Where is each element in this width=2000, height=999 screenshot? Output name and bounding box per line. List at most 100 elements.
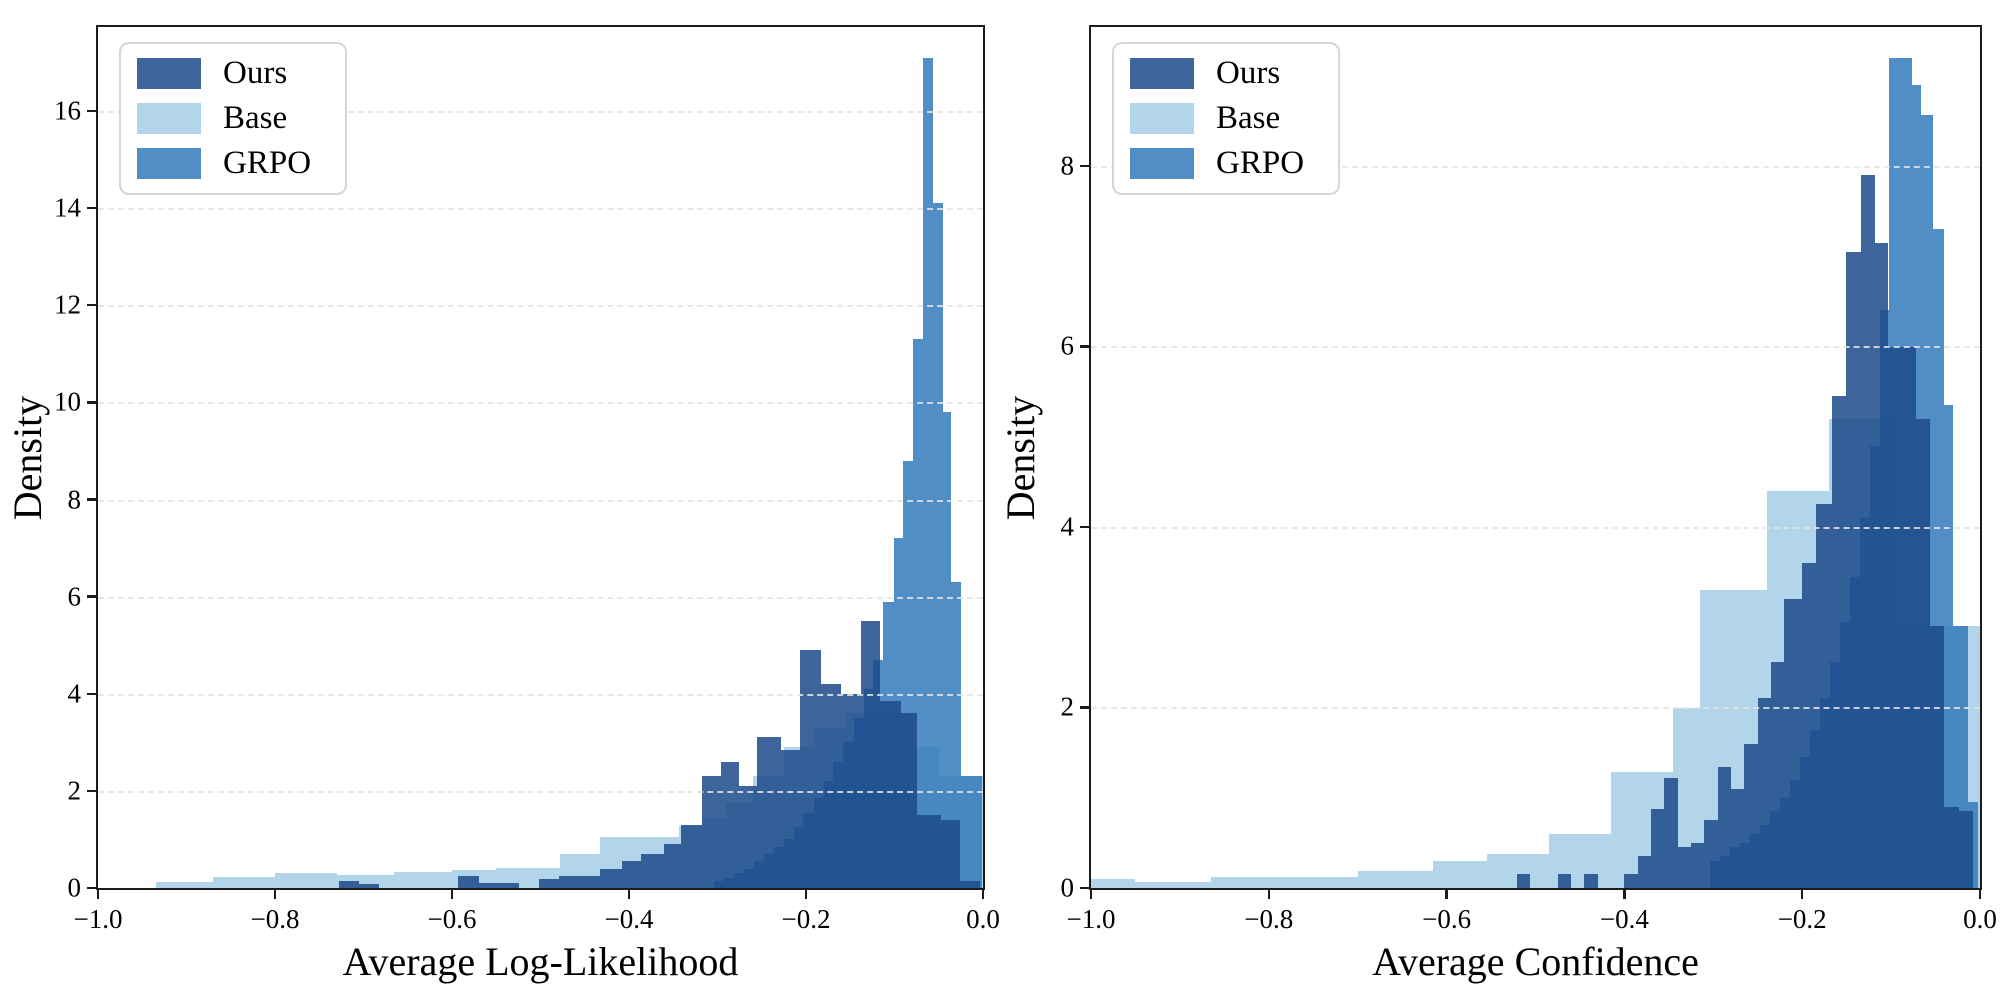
- y-tick-mark: [86, 498, 96, 501]
- histogram-bar-ours: [359, 884, 380, 888]
- axes-confidence: Density Average Confidence 0 2 4 6 8 −1.0 −0.8…: [998, 25, 1997, 982]
- histogram-bar-ours: [701, 776, 722, 888]
- histogram-bar-grpo: [903, 460, 914, 888]
- histogram-bar-ours: [621, 861, 642, 888]
- y-tick-label: 4: [67, 678, 82, 709]
- histogram-bar-base: [275, 873, 337, 888]
- histogram-bar-ours: [599, 868, 622, 888]
- histogram-bar-ours: [781, 749, 800, 888]
- legend-swatch-grpo: [1130, 148, 1194, 179]
- x-tick-label: −0.8: [250, 904, 300, 934]
- y-axis-label: Density: [998, 395, 1043, 520]
- legend-label: Ours: [223, 55, 288, 91]
- histogram-bar-ours: [799, 650, 822, 888]
- histogram-bar-ours: [880, 701, 901, 888]
- histogram-bar-ours: [1831, 396, 1846, 888]
- gridline: [98, 402, 983, 405]
- histogram-bar-grpo: [933, 203, 944, 888]
- histogram-bar-ours: [1845, 251, 1861, 888]
- histogram-bar-ours: [1958, 811, 1973, 888]
- histogram-bar-ours: [681, 824, 702, 888]
- histogram-bar-ours: [1771, 662, 1785, 888]
- histogram-bar-ours: [478, 883, 499, 888]
- histogram-bar-grpo: [1967, 802, 1979, 888]
- histogram-bar-base: [1091, 878, 1136, 888]
- y-tick-mark: [86, 692, 96, 695]
- gridline: [98, 111, 983, 113]
- x-tick-label: 0.0: [1963, 904, 1997, 934]
- legend-item-ours: Ours: [1130, 57, 1304, 90]
- gridline: [98, 693, 983, 696]
- y-tick-mark: [86, 304, 96, 307]
- x-tick-mark: [1801, 890, 1804, 900]
- y-tick-label: 6: [1060, 330, 1075, 361]
- histogram-bar-ours: [663, 844, 682, 888]
- histogram-bar-ours: [1624, 874, 1638, 888]
- y-tick-mark: [86, 595, 96, 598]
- y-tick-label: 12: [54, 289, 81, 320]
- histogram-bar-ours: [1784, 599, 1803, 888]
- y-tick-mark: [1079, 164, 1089, 168]
- legend-swatch-grpo: [137, 148, 201, 179]
- y-tick-label: 2: [1060, 691, 1075, 722]
- histogram-bar-grpo: [960, 776, 974, 888]
- y-tick-mark: [86, 109, 96, 113]
- histogram-bar-base: [155, 881, 214, 888]
- histogram-bar-ours: [338, 880, 360, 888]
- legend-item-ours: Ours: [137, 57, 311, 90]
- histogram-bar-ours: [1516, 874, 1531, 888]
- histogram-bar-ours: [1757, 698, 1772, 888]
- series-ours: [98, 27, 983, 888]
- x-tick-label: −0.4: [604, 904, 654, 934]
- legend-label: Base: [1216, 100, 1281, 136]
- y-tick-mark: [86, 789, 96, 793]
- series-ours: [1091, 27, 1980, 888]
- x-tick-label: −0.4: [1599, 904, 1649, 934]
- histogram-bar-ours: [1651, 809, 1665, 888]
- histogram-bar-ours: [959, 880, 981, 888]
- histogram-bar-ours: [1584, 874, 1598, 888]
- histogram-bar-base: [1357, 870, 1434, 888]
- y-tick-label: 0: [1060, 872, 1075, 903]
- x-tick-mark: [981, 890, 985, 900]
- legend-swatch-ours: [1130, 58, 1194, 89]
- histogram-bar-ours: [1677, 847, 1692, 888]
- histogram-bar-ours: [1888, 346, 1916, 888]
- y-tick-label: 4: [1060, 511, 1075, 542]
- y-tick-label: 2: [67, 775, 82, 806]
- histogram-bar-grpo: [1943, 405, 1954, 888]
- legend-item-base: Base: [1130, 102, 1304, 135]
- y-axis-label: Density: [5, 395, 50, 520]
- legend-label: Base: [223, 100, 288, 136]
- gridline: [1091, 707, 1980, 710]
- gridline: [1091, 346, 1980, 349]
- legend-swatch-base: [137, 103, 201, 134]
- histogram-bar-grpo: [1869, 445, 1881, 888]
- x-tick-label: 0.0: [966, 904, 1000, 934]
- histogram-bar-base: [213, 877, 275, 888]
- histogram-bar-ours: [757, 737, 782, 888]
- histogram-bar-grpo: [913, 339, 923, 888]
- y-tick-label: 8: [1060, 150, 1075, 181]
- histogram-bar-base: [1135, 881, 1211, 888]
- y-tick-label: 10: [54, 386, 81, 417]
- y-tick-label: 14: [54, 192, 81, 223]
- x-tick-mark: [96, 890, 100, 900]
- histogram-bar-grpo: [943, 412, 952, 888]
- histogram-bar-ours: [916, 815, 941, 888]
- x-axis-label: Average Confidence: [1372, 939, 1699, 984]
- x-tick-mark: [450, 890, 454, 900]
- histogram-bar-ours: [641, 854, 664, 888]
- x-tick-label: −0.8: [1244, 904, 1294, 934]
- histogram-bar-ours: [1944, 806, 1959, 888]
- y-tick-mark: [86, 206, 96, 210]
- x-tick-mark: [627, 890, 631, 900]
- histogram-bar-ours: [498, 883, 520, 888]
- x-tick-label: −0.6: [427, 904, 477, 934]
- histogram-bar-ours: [538, 879, 560, 888]
- gridline: [98, 499, 983, 502]
- legend: Ours Base GRPO: [1112, 42, 1341, 195]
- histogram-bar-base: [394, 871, 452, 888]
- histogram-bar-ours: [940, 820, 960, 888]
